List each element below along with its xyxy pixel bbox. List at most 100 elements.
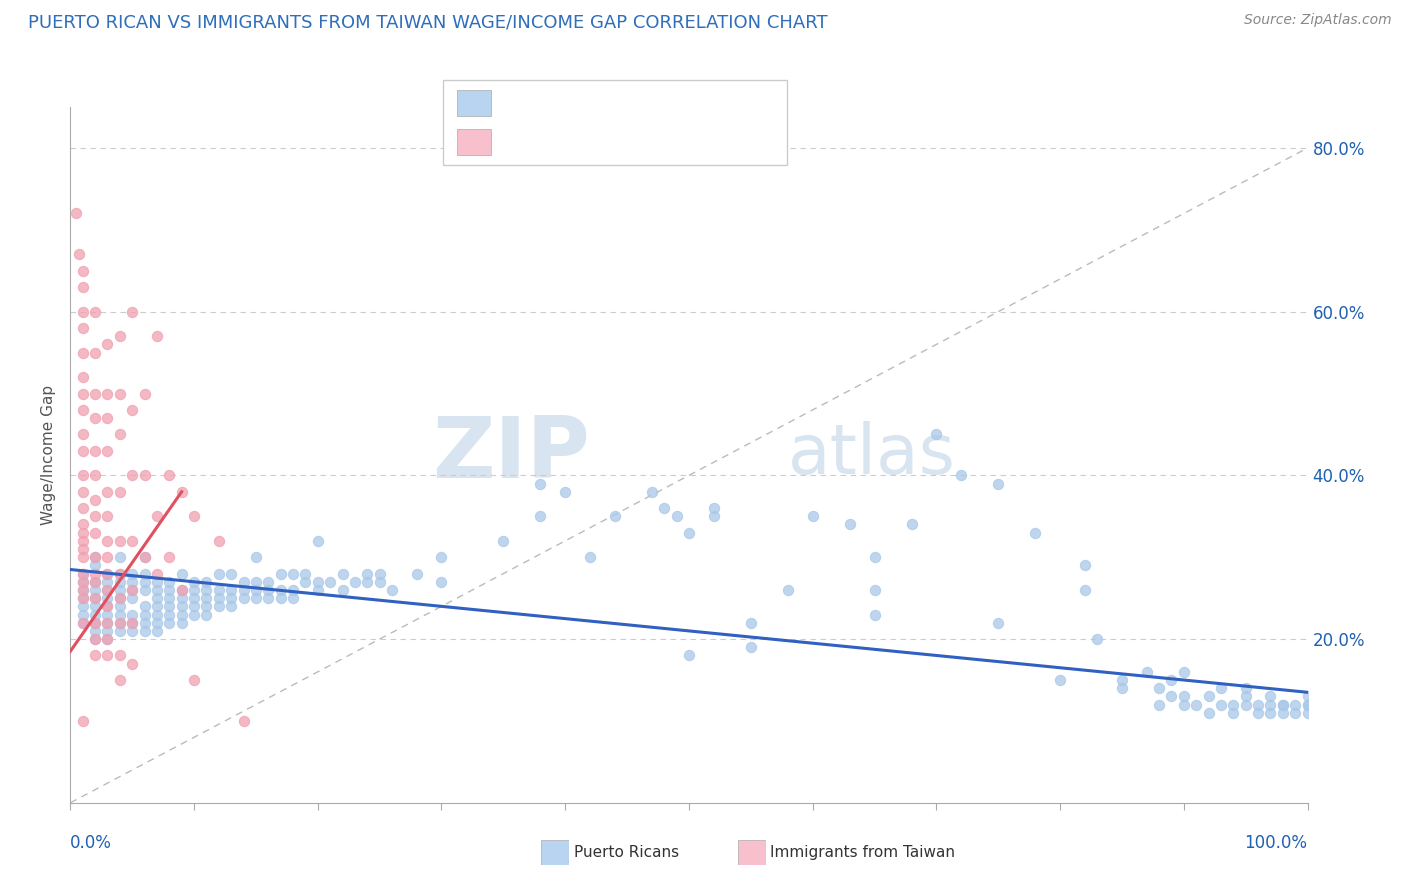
Point (96, 599, 118, 614)
Point (84, 607, 107, 622)
Point (1111, 673, 1133, 687)
Point (146, 582, 169, 597)
Point (665, 509, 688, 524)
Point (134, 550, 156, 565)
Point (195, 582, 218, 597)
Point (257, 574, 280, 589)
Point (245, 550, 267, 565)
Point (219, 591, 242, 606)
Point (108, 427, 131, 442)
Point (96, 509, 118, 524)
Point (72, 582, 94, 597)
Point (863, 607, 886, 622)
Point (84, 304, 107, 318)
Point (134, 582, 156, 597)
Point (356, 574, 378, 589)
Point (703, 501, 725, 516)
Point (121, 533, 143, 548)
Point (121, 657, 143, 671)
Point (678, 648, 700, 663)
Point (183, 591, 205, 606)
Point (1260, 698, 1282, 712)
Point (343, 574, 366, 589)
Point (84, 582, 107, 597)
Point (72, 574, 94, 589)
Bar (457, 129, 491, 155)
Point (121, 582, 143, 597)
Point (170, 484, 193, 499)
Point (183, 582, 205, 597)
Point (108, 624, 131, 638)
Point (1160, 690, 1182, 704)
Point (108, 550, 131, 565)
Point (134, 550, 156, 565)
Text: 131: 131 (718, 95, 754, 113)
Point (801, 509, 824, 524)
Point (652, 501, 675, 516)
Point (72, 566, 94, 581)
Point (96, 582, 118, 597)
Text: Puerto Ricans: Puerto Ricans (574, 846, 679, 860)
Point (84, 591, 107, 606)
Point (1296, 690, 1319, 704)
Point (245, 574, 267, 589)
Point (1296, 706, 1319, 720)
Point (72, 264, 94, 278)
Point (157, 615, 180, 630)
Point (72, 599, 94, 614)
Point (108, 591, 131, 606)
Point (1173, 665, 1195, 679)
Point (146, 566, 169, 581)
Point (281, 591, 304, 606)
Point (108, 599, 131, 614)
Point (121, 566, 143, 581)
Point (96, 533, 118, 548)
Point (84, 468, 107, 483)
Point (84, 443, 107, 458)
Point (108, 566, 131, 581)
Point (72, 591, 94, 606)
Point (72, 484, 94, 499)
Point (281, 566, 304, 581)
Point (245, 582, 267, 597)
Point (257, 591, 280, 606)
Point (84, 525, 107, 540)
Point (96, 582, 118, 597)
Point (740, 640, 762, 655)
Point (294, 574, 316, 589)
Point (121, 403, 143, 417)
Point (1271, 698, 1294, 712)
Point (270, 566, 292, 581)
Point (183, 574, 205, 589)
Point (72, 443, 94, 458)
Point (579, 550, 602, 565)
Point (430, 574, 453, 589)
Point (208, 582, 231, 597)
Point (245, 591, 267, 606)
Point (987, 615, 1010, 630)
Point (134, 574, 156, 589)
Point (183, 599, 205, 614)
Point (146, 624, 169, 638)
Point (1024, 525, 1046, 540)
Point (170, 599, 193, 614)
Point (170, 607, 193, 622)
Point (641, 484, 664, 499)
Point (1173, 690, 1195, 704)
Point (170, 582, 193, 597)
Point (529, 476, 551, 491)
Point (1296, 698, 1319, 712)
Point (84, 591, 107, 606)
Point (96, 386, 118, 401)
Point (134, 607, 156, 622)
Point (232, 574, 254, 589)
Point (121, 607, 143, 622)
Point (72, 517, 94, 532)
Point (257, 582, 280, 597)
Point (170, 591, 193, 606)
Point (157, 574, 180, 589)
Point (72, 550, 94, 565)
Point (84, 632, 107, 646)
Bar (457, 90, 491, 116)
Point (776, 582, 799, 597)
